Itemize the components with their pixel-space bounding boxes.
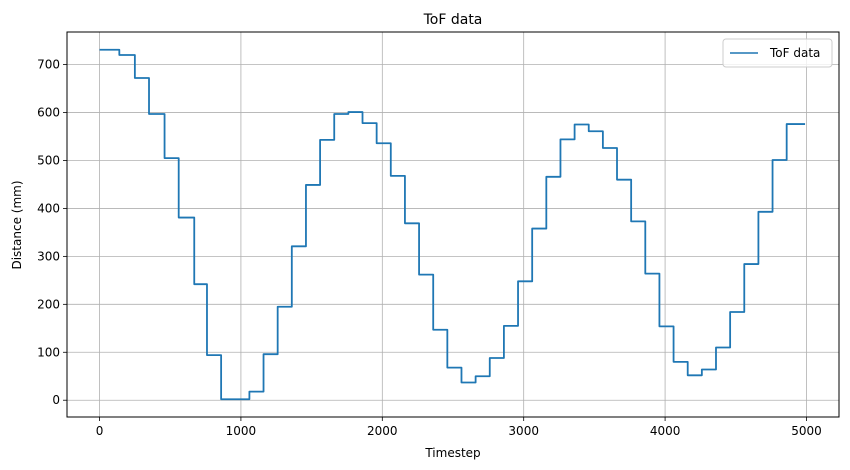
x-axis-label: Timestep: [424, 446, 480, 460]
x-tick-label: 1000: [226, 424, 257, 438]
legend: ToF data: [722, 38, 833, 68]
y-tick-label: 600: [37, 106, 60, 120]
legend-label: ToF data: [769, 46, 820, 60]
plot-frame: [66, 31, 840, 418]
x-tick-label: 2000: [367, 424, 398, 438]
y-tick-label: 500: [37, 153, 60, 167]
y-tick-label: 300: [37, 249, 60, 263]
legend-box: [722, 38, 833, 68]
x-tick-label: 5000: [791, 424, 822, 438]
y-tick-label: 400: [37, 201, 60, 215]
y-tick-label: 0: [52, 393, 60, 407]
y-axis-ticks: 0 100 200 300 400 500 600 700: [37, 58, 67, 407]
x-axis-ticks: 0 1000 2000 3000 4000 5000: [96, 417, 822, 438]
x-tick-label: 4000: [650, 424, 681, 438]
y-axis-label: Distance (mm): [10, 180, 24, 269]
x-tick-label: 3000: [508, 424, 539, 438]
y-tick-label: 700: [37, 58, 60, 72]
x-tick-label: 0: [96, 424, 104, 438]
series-line: [99, 48, 806, 401]
y-tick-label: 200: [37, 297, 60, 311]
y-tick-label: 100: [37, 345, 60, 359]
series-group: [99, 48, 806, 401]
chart-title: ToF data: [423, 12, 483, 28]
grid-lines: [67, 32, 839, 417]
